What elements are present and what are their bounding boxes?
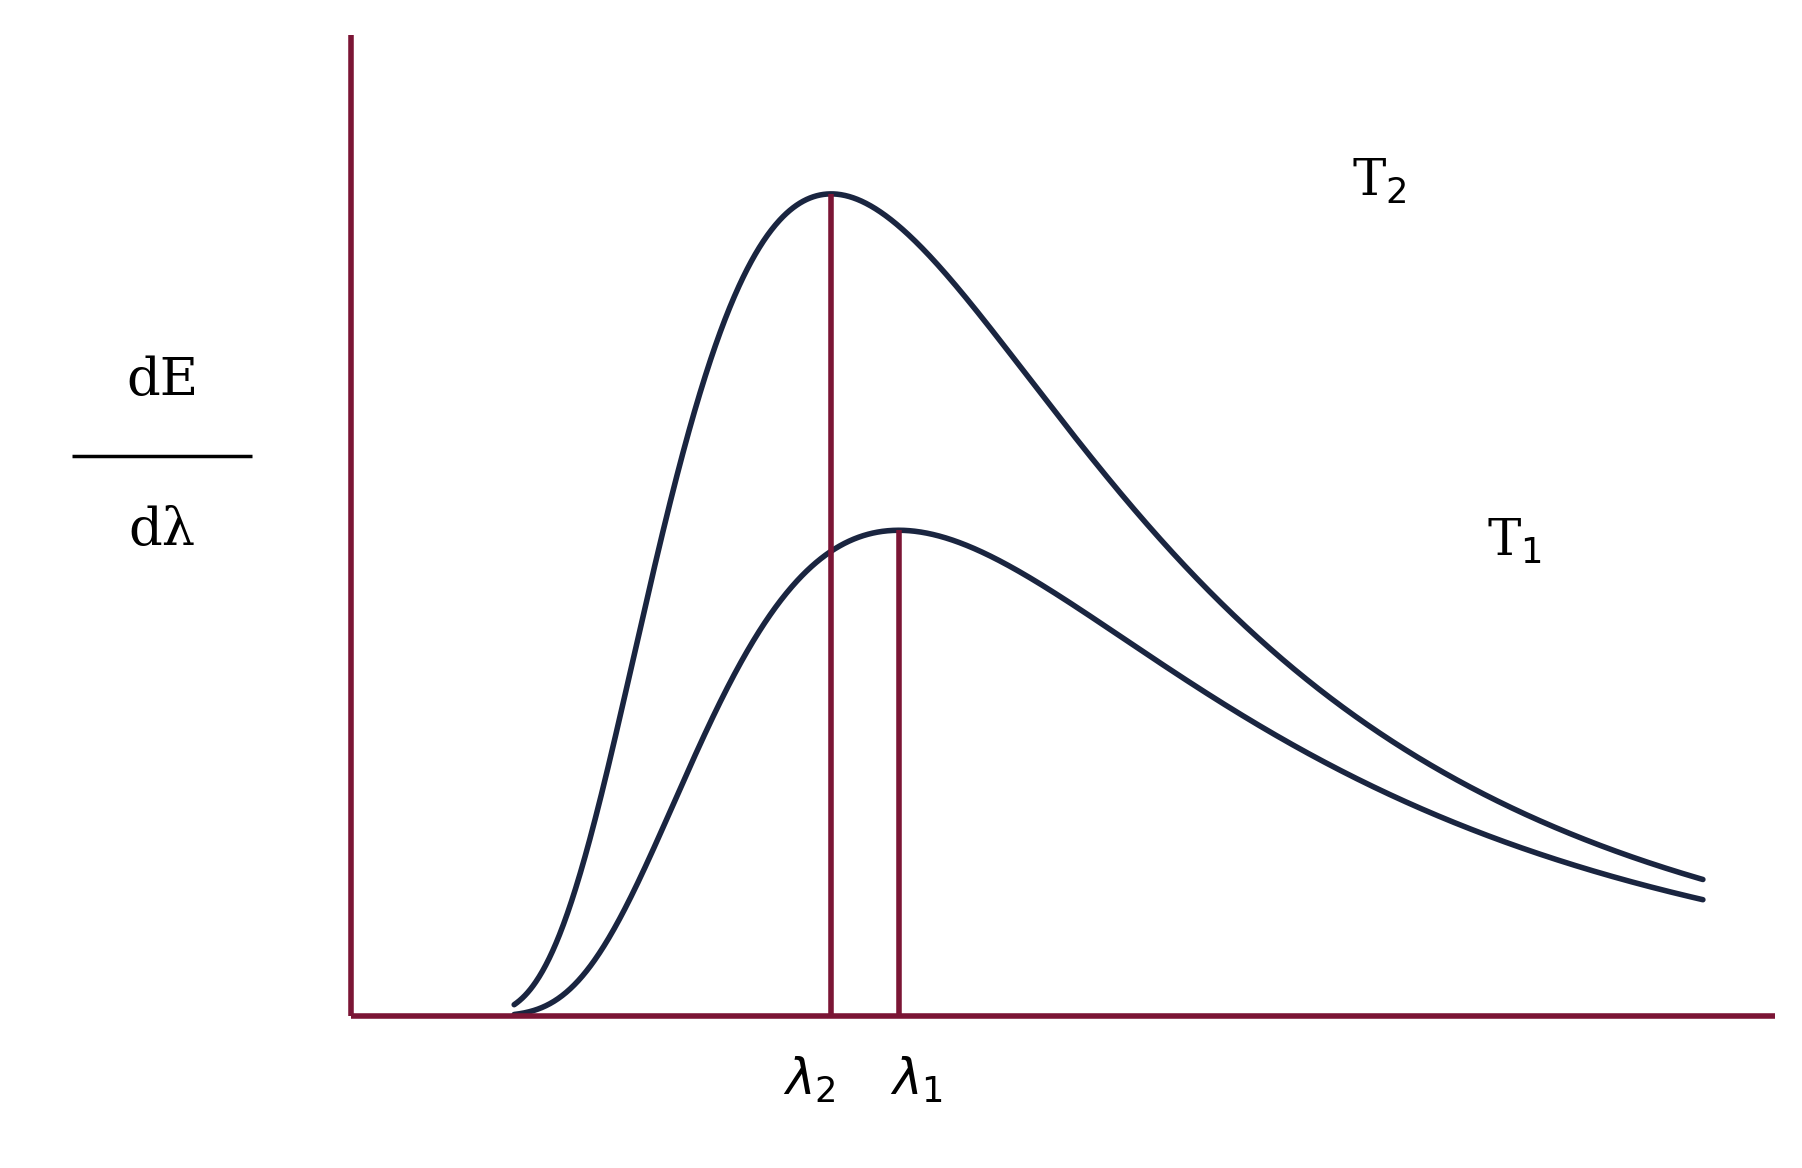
Text: T$_2$: T$_2$ <box>1352 158 1406 207</box>
Text: dλ: dλ <box>128 505 196 556</box>
Text: T$_1$: T$_1$ <box>1487 517 1541 566</box>
Text: $\lambda_1$: $\lambda_1$ <box>890 1056 942 1105</box>
Text: dE: dE <box>126 355 198 406</box>
Text: $\lambda_2$: $\lambda_2$ <box>784 1056 836 1105</box>
